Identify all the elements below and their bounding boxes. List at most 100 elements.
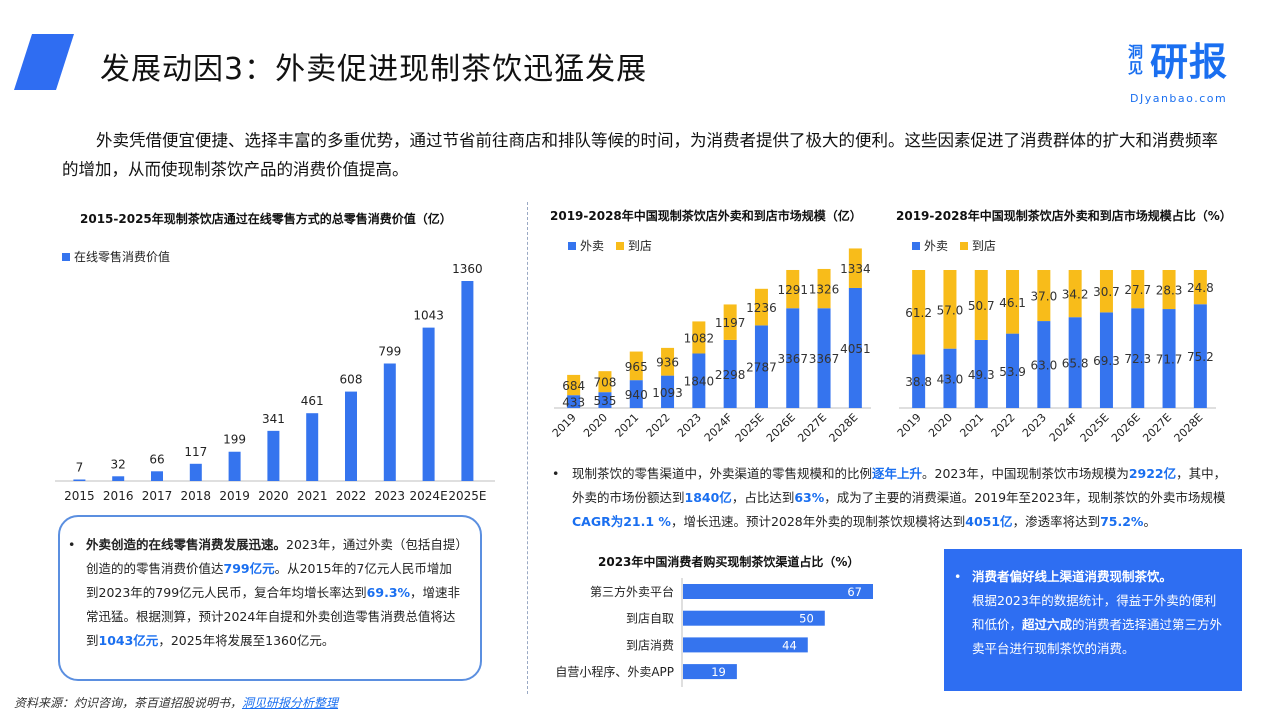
chart3-label-instore: 34.2 [1062,288,1089,302]
chart4-data-label: 44 [782,638,797,652]
chart4-plot: 67 第三方外卖平台 50 到店自取 44 到店消费 19 自营小程序、外卖APP [555,578,873,687]
chart2-bar-delivery [598,392,612,408]
chart2-bar-instore [598,371,612,393]
chart3-bar-instore [974,270,988,340]
chart3-label-delivery: 53.9 [999,365,1026,379]
logo-cn-big: 研报 [1150,40,1229,84]
chart2-title: 2019-2028年中国现制茶饮店外卖和到店市场规模（亿） [550,209,862,223]
chart1-data-label: 341 [262,412,285,426]
chart1-bar [228,451,241,481]
chart1-bar [383,363,396,481]
chart2-label-delivery: 3367 [809,352,840,366]
chart2-bar-instore [786,269,800,309]
chart2-bar-delivery [661,375,675,408]
chart2-bar-delivery [567,395,581,408]
brand-logo: 洞见 研报 DJyanbao.com [1124,40,1244,110]
chart1-data-label: 66 [149,452,164,466]
bullet2-text-2: 。2023年，中国现制茶饮市场规模为 [922,466,1129,481]
legend-swatch-delivery [568,242,576,250]
chart1-x-tick: 2019 [219,489,250,503]
chart3-label-instore: 46.1 [999,296,1026,310]
chart1-x-tick: 2017 [142,489,173,503]
chart3-label-instore: 28.3 [1156,284,1183,298]
bullet2-highlight-1: 逐年上升 [872,466,923,481]
chart1-data-label: 799 [378,345,401,359]
chart2-x-tick: 2021 [612,411,641,440]
chart3-label-delivery: 49.3 [968,368,995,382]
bullet2-highlight-4: 63% [794,490,825,505]
bullet2-highlight-6: 4051亿 [965,514,1013,529]
chart2-label-instore: 1236 [746,301,777,315]
box2-lead: 消费者偏好线上渠道消费现制茶饮。 [972,569,1173,584]
bullet-dot: • [954,569,962,584]
legend-label-delivery-pct: 外卖 [924,239,949,253]
chart3-bar-instore [1037,270,1051,322]
chart2-bar-delivery [848,287,862,408]
chart3-bar-delivery [974,339,988,408]
chart2-bar-instore [692,321,706,354]
chart3-title: 2019-2028年中国现制茶饮店外卖和到店市场规模占比（%） [896,209,1232,223]
source-link[interactable]: 洞见研报分析整理 [242,696,339,710]
chart4-bar [683,584,873,599]
insight-delivery-share: • 现制茶饮的零售渠道中，外卖渠道的零售规模和的比例逐年上升。2023年，中国现… [546,462,1236,534]
bullet2-text-1: 现制茶饮的零售渠道中，外卖渠道的零售规模和的比例 [572,466,873,481]
chart2-x-tick: 2024F [702,411,735,444]
chart1-data-label: 1043 [413,309,444,323]
chart1-data-label: 461 [301,394,324,408]
chart4-data-label: 19 [711,665,726,679]
chart3-x-tick: 2021 [957,411,986,440]
chart3-x-tick: 2026E [1109,411,1143,445]
legend-swatch-online [62,253,70,261]
bullet2-text-5: ，成为了主要的消费渠道。2019年至2023年，现制茶饮的外卖市场规模 [824,490,1226,505]
section-divider [527,202,528,694]
chart3-x-tick: 2023 [1020,411,1049,440]
chart3-bar-delivery [943,348,957,408]
chart2-bar-instore [817,268,831,309]
chart3-bar-delivery [1162,309,1176,408]
chart3-label-instore: 30.7 [1093,285,1120,299]
legend-label-online: 在线零售消费价值 [74,250,171,264]
chart4-category-label: 到店自取 [626,612,674,626]
chart1-bar [267,430,280,481]
chart2-label-delivery: 433 [562,396,585,410]
chart2-label-delivery: 1840 [684,375,715,389]
chart2-x-tick: 2023 [675,411,704,440]
legend-label-instore: 到店 [627,239,652,253]
chart2-bar-delivery [692,353,706,408]
chart2-bar-instore [754,288,768,326]
chart3-label-delivery: 69.3 [1093,354,1120,368]
chart3-x-tick: 2027E [1140,411,1174,445]
box1-text-1: 2023年，通过外卖（包括自提）创造的的零售消费价值达 [86,537,462,576]
bullet2-highlight-5: CAGR为21.1 % [572,514,671,529]
insight-box-online-retail: • 外卖创造的在线零售消费发展迅速。2023年，通过外卖（包括自提）创造的的零售… [58,515,482,681]
page-title: 发展动因3：外卖促进现制茶饮迅猛发展 [100,52,648,87]
chart1-legend: 在线零售消费价值 [62,248,170,265]
chart1-x-tick: 2022 [336,489,367,503]
chart1-bar [422,327,435,481]
legend-label-delivery: 外卖 [580,239,605,253]
chart3-bar-instore [1006,270,1020,334]
chart2-label-instore: 1082 [684,331,715,345]
bullet2-text-6: ，增长迅速。预计2028年外卖的现制茶饮规模将达到 [670,514,966,529]
chart2-label-delivery: 2298 [715,368,746,382]
box2-text-2: 的消费者选择通过第三方外卖平台进行现制茶饮的消费。 [972,617,1223,656]
logo-cn-small: 洞见 [1128,43,1144,77]
chart2-x-tick: 2026E [764,411,798,445]
bullet2-highlight-3: 1840亿 [684,490,732,505]
chart3-label-instore: 24.8 [1187,281,1214,295]
source-note: 资料来源：灼识咨询，茶百道招股说明书，洞见研报分析整理 [14,694,338,711]
chart1-x-tick: 2021 [297,489,328,503]
chart2-label-instore: 1334 [840,262,871,276]
chart2-label-instore: 1326 [809,283,840,297]
chart1-x-tick: 2024E [410,489,448,503]
chart4-bar [683,610,825,626]
box2-bold-1: 超过六成 [1022,617,1073,632]
chart4-bar [683,637,808,653]
chart1-bar [112,476,125,481]
box1-lead: 外卖创造的在线零售消费发展迅速。 [86,537,287,552]
chart2-label-instore: 708 [593,376,616,390]
logo-en: DJyanbao.com [1130,92,1228,105]
chart3-bar-instore [943,270,957,349]
chart2-bar-instore [661,347,675,376]
chart3-label-delivery: 71.7 [1156,353,1183,367]
